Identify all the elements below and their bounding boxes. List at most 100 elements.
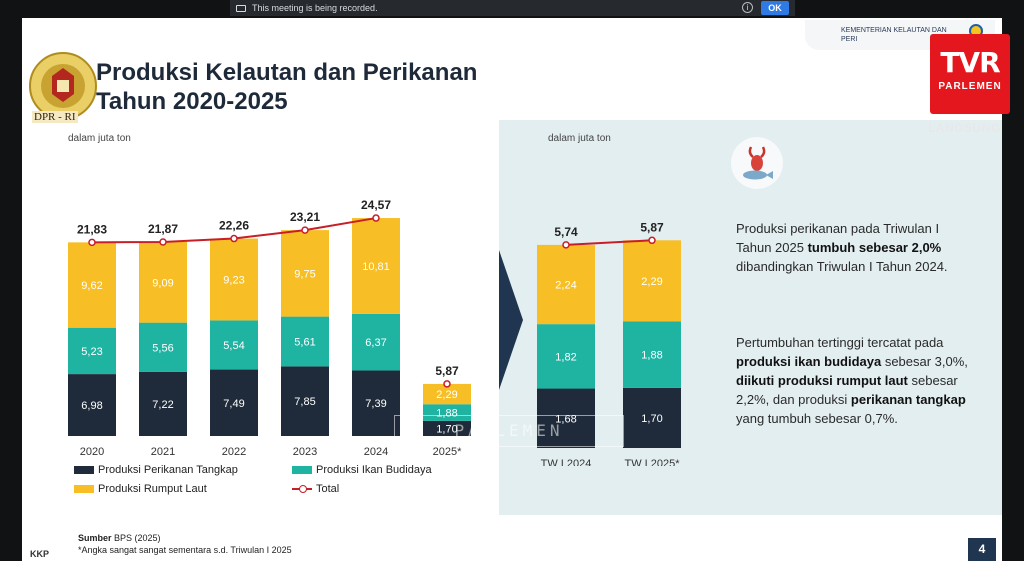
legend-label-rumput: Produksi Rumput Laut — [98, 483, 207, 495]
legend-label-budidaya: Produksi Ikan Budidaya — [316, 464, 432, 476]
ok-button[interactable]: OK — [761, 1, 789, 15]
bar-segment — [281, 366, 329, 436]
total-value-label: 5,87 — [435, 364, 459, 378]
tvr-logo-text: TVR — [940, 46, 1000, 79]
bar-segment — [537, 244, 595, 325]
bar-value-label: 6,98 — [81, 400, 102, 412]
bar-segment — [210, 238, 258, 321]
x-tick-label: TW I 2024 — [541, 458, 592, 466]
emblem-label: DPR - RI — [32, 111, 78, 123]
growth-annotation: Produksi perikanan pada Triwulan I Tahun… — [736, 219, 976, 276]
total-marker — [648, 236, 656, 245]
x-tick-label: 2025* — [433, 446, 462, 458]
bar-segment — [139, 322, 187, 372]
bar-segment — [423, 404, 471, 421]
annotation-highlight: tumbuh sebesar 2,0% — [807, 240, 942, 255]
legend-label-tangkap: Produksi Perikanan Tangkap — [98, 464, 238, 476]
bar-value-label: 5,23 — [81, 346, 102, 358]
dpr-emblem-icon — [29, 52, 97, 120]
parlemen-logo-text: PARLEMEN — [938, 81, 1002, 92]
bar-segment — [68, 242, 116, 328]
ministry-name-line2: PERI — [841, 36, 858, 43]
left-chart-unit: dalam juta ton — [68, 133, 131, 144]
legend-item-tangkap: Produksi Perikanan Tangkap — [74, 464, 238, 476]
slide-title: Produksi Kelautan dan Perikanan Tahun 20… — [96, 58, 477, 116]
bar-value-label: 1,88 — [436, 408, 457, 420]
total-marker — [88, 238, 96, 247]
bar-segment — [352, 370, 400, 436]
legend-swatch-budidaya — [292, 466, 312, 474]
bar-segment — [68, 327, 116, 375]
video-camera-icon — [236, 4, 246, 12]
bar-segment — [210, 369, 258, 436]
bar-segment — [352, 218, 400, 314]
total-value-label: 22,26 — [219, 219, 249, 233]
legend-swatch-tangkap — [74, 466, 94, 474]
bar-segment — [623, 321, 681, 388]
bar-value-label: 7,22 — [152, 399, 173, 411]
bar-segment — [281, 230, 329, 317]
recording-notice: This meeting is being recorded. — [252, 3, 378, 13]
bar-segment — [210, 320, 258, 370]
ministry-header: KEMENTERIAN KELAUTAN DAN PERI — [805, 20, 995, 50]
bar-value-label: 5,54 — [223, 340, 244, 352]
legend-item-total: Total — [292, 483, 339, 495]
bar-value-label: 2,29 — [436, 389, 457, 401]
bar-value-label: 5,61 — [294, 336, 315, 348]
annotation-text: yang tumbuh sebesar 0,7%. — [736, 411, 898, 426]
title-line-1: Produksi Kelautan dan Perikanan — [96, 59, 478, 86]
bar-value-label: 1,70 — [436, 423, 457, 435]
bar-value-label: 10,81 — [362, 261, 390, 273]
total-value-label: 5,87 — [640, 220, 664, 234]
x-tick-label: 2024 — [364, 446, 388, 458]
title-line-2: Tahun 2020-2025 — [96, 88, 288, 115]
total-value-label: 21,83 — [77, 222, 107, 236]
bar-value-label: 6,37 — [365, 337, 386, 349]
legend-item-budidaya: Produksi Ikan Budidaya — [292, 464, 432, 476]
annotation-text: sebesar 3,0%, — [881, 354, 968, 369]
legend-line-total — [292, 485, 312, 493]
bar-segment — [537, 324, 595, 389]
bar-value-label: 7,49 — [223, 398, 244, 410]
page-number: 4 — [968, 538, 996, 561]
total-marker — [372, 214, 380, 222]
x-tick-label: 2023 — [293, 446, 317, 458]
legend-item-rumput: Produksi Rumput Laut — [74, 483, 207, 495]
quarterly-production-chart: 1,68 1,82 2,24 TW I 2024 1,70 1,88 2,29 TW I 20… — [537, 220, 681, 466]
annual-production-chart: 6,98 5,23 9,62 2020 7,22 5,56 9,09 2021 7,49 5,54… — [68, 198, 471, 458]
annotation-text: Pertumbuhan tertinggi tercatat pada — [736, 335, 944, 350]
bar-segment — [423, 383, 471, 405]
total-marker — [301, 226, 309, 234]
bar-segment — [352, 313, 400, 371]
total-value-label: 5,74 — [554, 225, 578, 239]
info-icon[interactable]: i — [742, 2, 753, 13]
total-marker — [159, 238, 167, 246]
annotation-text: Produksi perikanan pada Triwulan I Tahun… — [736, 221, 940, 255]
total-value-label: 23,21 — [290, 210, 320, 224]
right-chart-unit: dalam juta ton — [548, 133, 611, 144]
total-value-label: 21,87 — [148, 222, 178, 236]
tvr-parlemen-logo: TVR PARLEMEN — [930, 34, 1010, 114]
total-marker — [230, 234, 238, 243]
live-indicator: LANGSUNG — [928, 121, 1001, 135]
bar-value-label: 9,75 — [294, 268, 315, 280]
bar-value-label: 9,09 — [152, 277, 173, 289]
total-line — [565, 239, 653, 246]
bar-segment — [537, 388, 595, 448]
bar-value-label: 1,82 — [555, 351, 576, 363]
bar-value-label: 9,23 — [223, 274, 244, 286]
legend-swatch-rumput — [74, 485, 94, 493]
ministry-name-line1: KEMENTERIAN KELAUTAN DAN — [841, 27, 947, 34]
bar-segment — [139, 371, 187, 436]
bar-value-label: 1,88 — [641, 350, 662, 362]
x-tick-label: 2021 — [151, 446, 175, 458]
source-note: Sumber BPS (2025) *Angka sangat sangat s… — [78, 532, 292, 556]
bar-value-label: 7,85 — [294, 396, 315, 408]
source-label: Sumber — [78, 533, 112, 543]
x-tick-label: TW I 2025* — [624, 458, 680, 466]
annotation-highlight: produksi ikan budidaya — [736, 354, 882, 369]
footnote: *Angka sangat sangat sementara s.d. Triw… — [78, 545, 292, 555]
bar-segment — [139, 242, 187, 323]
footer-logo: KKP — [30, 549, 50, 559]
total-marker — [443, 380, 451, 388]
